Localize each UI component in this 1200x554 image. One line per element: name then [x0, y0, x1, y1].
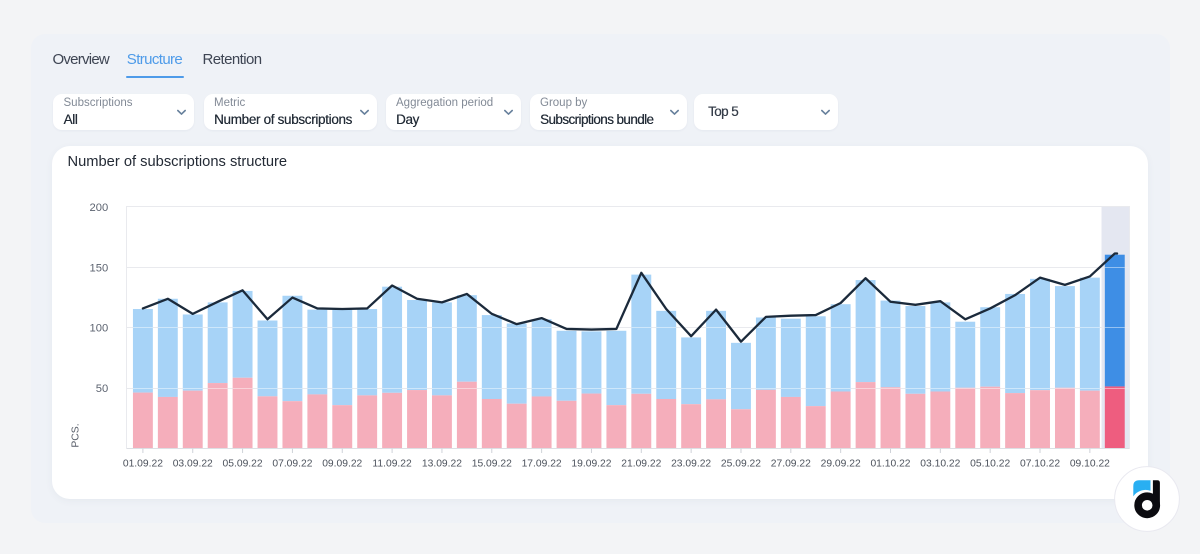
- svg-text:07.09.22: 07.09.22: [272, 459, 312, 470]
- svg-text:150: 150: [90, 262, 109, 274]
- svg-text:01.10.22: 01.10.22: [870, 459, 910, 470]
- svg-text:17.09.22: 17.09.22: [522, 459, 562, 470]
- svg-text:23.09.22: 23.09.22: [671, 459, 711, 470]
- svg-text:27.09.22: 27.09.22: [771, 459, 811, 470]
- svg-text:19.09.22: 19.09.22: [571, 459, 611, 470]
- svg-text:15.09.22: 15.09.22: [472, 459, 512, 470]
- svg-text:07.10.22: 07.10.22: [1020, 459, 1060, 470]
- svg-text:25.09.22: 25.09.22: [721, 459, 761, 470]
- svg-text:PCS.: PCS.: [71, 423, 82, 447]
- svg-text:05.10.22: 05.10.22: [970, 459, 1010, 470]
- svg-text:100: 100: [90, 323, 109, 335]
- svg-text:09.10.22: 09.10.22: [1070, 459, 1110, 470]
- svg-text:03.10.22: 03.10.22: [920, 459, 960, 470]
- svg-text:11.09.22: 11.09.22: [372, 459, 412, 470]
- svg-text:05.09.22: 05.09.22: [223, 459, 263, 470]
- svg-text:03.09.22: 03.09.22: [173, 459, 213, 470]
- svg-text:21.09.22: 21.09.22: [621, 459, 661, 470]
- svg-text:200: 200: [90, 202, 109, 214]
- svg-text:09.09.22: 09.09.22: [322, 459, 362, 470]
- svg-text:01.09.22: 01.09.22: [123, 459, 163, 470]
- svg-text:13.09.22: 13.09.22: [422, 459, 462, 470]
- svg-text:50: 50: [96, 383, 108, 395]
- svg-text:29.09.22: 29.09.22: [821, 459, 861, 470]
